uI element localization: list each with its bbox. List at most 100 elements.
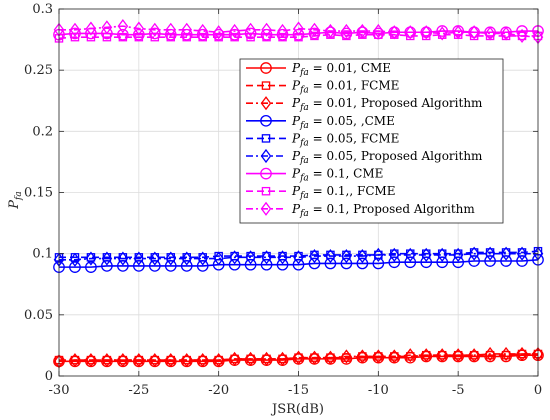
data-point (293, 250, 304, 265)
series-line (58, 353, 538, 363)
data-point (277, 250, 288, 265)
series-p-fa-0-1-proposed-algorithm (53, 19, 544, 45)
legend-item: Pfa = 0.01, Proposed Algorithm (246, 96, 483, 113)
data-point (262, 32, 271, 42)
legend-label: Pfa = 0.01, FCME (291, 79, 399, 96)
y-tick-label: 0.05 (24, 308, 53, 323)
legend-label: Pfa = 0.1,, FCME (291, 184, 396, 201)
legend-swatch-marker (260, 62, 272, 74)
legend-item: Pfa = 0.1, CME (246, 167, 383, 184)
x-tick-label: -30 (49, 383, 70, 398)
data-point (293, 21, 304, 36)
data-point (308, 27, 321, 40)
y-tick-label: 0.15 (24, 186, 53, 201)
legend-swatch-marker (260, 201, 272, 216)
data-point (133, 21, 145, 36)
data-series (53, 19, 544, 369)
data-point (436, 348, 448, 363)
data-point (164, 28, 177, 41)
data-point (452, 25, 464, 40)
data-point (165, 251, 177, 266)
data-point (150, 32, 160, 42)
data-point (261, 22, 272, 37)
series-line (59, 250, 539, 259)
data-point (69, 261, 81, 273)
data-point (404, 247, 416, 262)
data-point (260, 28, 273, 41)
data-point (148, 27, 161, 40)
data-point (117, 28, 129, 41)
data-point (436, 247, 448, 262)
data-point (516, 346, 528, 362)
data-point (388, 247, 400, 262)
data-point (132, 28, 145, 41)
data-point (388, 349, 400, 364)
data-point (420, 348, 432, 363)
data-point (468, 25, 480, 40)
data-point (500, 246, 512, 261)
legend-label: Pfa = 0.05, FCME (291, 131, 399, 148)
x-tick-label: -20 (208, 383, 229, 398)
data-point (230, 354, 239, 364)
legend-label: Pfa = 0.01, CME (291, 61, 391, 78)
data-point (341, 23, 352, 39)
data-point (117, 353, 129, 368)
data-point (197, 23, 209, 39)
data-point (228, 28, 241, 41)
legend-swatch-marker (261, 81, 271, 90)
data-point (373, 349, 384, 364)
data-point (261, 250, 272, 265)
svg-text:Pfa: Pfa (7, 191, 24, 209)
legend-label: Pfa = 0.01, Proposed Algorithm (291, 96, 483, 113)
data-point (357, 249, 368, 264)
legend-swatch-marker (260, 114, 272, 127)
data-point (149, 251, 161, 266)
y-axis-title: Pfa (7, 191, 24, 209)
plot-frame (58, 8, 539, 377)
data-point (261, 351, 272, 366)
data-point (133, 353, 145, 368)
data-point (166, 32, 176, 42)
axis-ticks (58, 8, 539, 377)
legend-item: Pfa = 0.05, Proposed Algorithm (246, 148, 483, 166)
data-point (276, 28, 289, 41)
legend-label: Pfa = 0.05, ,CME (291, 114, 395, 131)
series-line (59, 25, 539, 38)
legend-label: Pfa = 0.05, Proposed Algorithm (291, 149, 483, 166)
data-point (69, 353, 81, 368)
data-point (69, 252, 81, 267)
data-point (309, 350, 320, 365)
data-point (245, 22, 256, 37)
data-point (340, 27, 353, 40)
legend-item: Pfa = 0.05, FCME (246, 131, 399, 148)
legend-swatch-marker (261, 134, 271, 143)
data-point (278, 32, 287, 42)
data-point (85, 251, 97, 266)
data-point (118, 32, 128, 42)
data-point (246, 32, 255, 42)
data-point (133, 251, 145, 266)
legend-swatch-marker (260, 167, 272, 180)
data-point (325, 23, 336, 39)
data-point (516, 246, 528, 261)
data-point (85, 21, 97, 36)
data-point (69, 27, 81, 40)
y-tick-label: 0.3 (32, 2, 53, 17)
legend-label: Pfa = 0.1, Proposed Algorithm (291, 202, 475, 219)
series-p-fa-0-1-fcme (54, 30, 543, 43)
data-point (101, 27, 113, 40)
data-point (342, 31, 351, 41)
data-point (484, 346, 496, 362)
x-tick-label: 0 (534, 383, 542, 398)
series-line (59, 258, 539, 268)
data-point (229, 250, 240, 265)
data-point (436, 25, 449, 37)
data-point (293, 350, 304, 365)
data-point (101, 251, 113, 266)
data-point (373, 247, 384, 262)
legend-item: Pfa = 0.01, CME (246, 61, 391, 78)
data-point (500, 26, 512, 41)
data-point (182, 32, 191, 42)
